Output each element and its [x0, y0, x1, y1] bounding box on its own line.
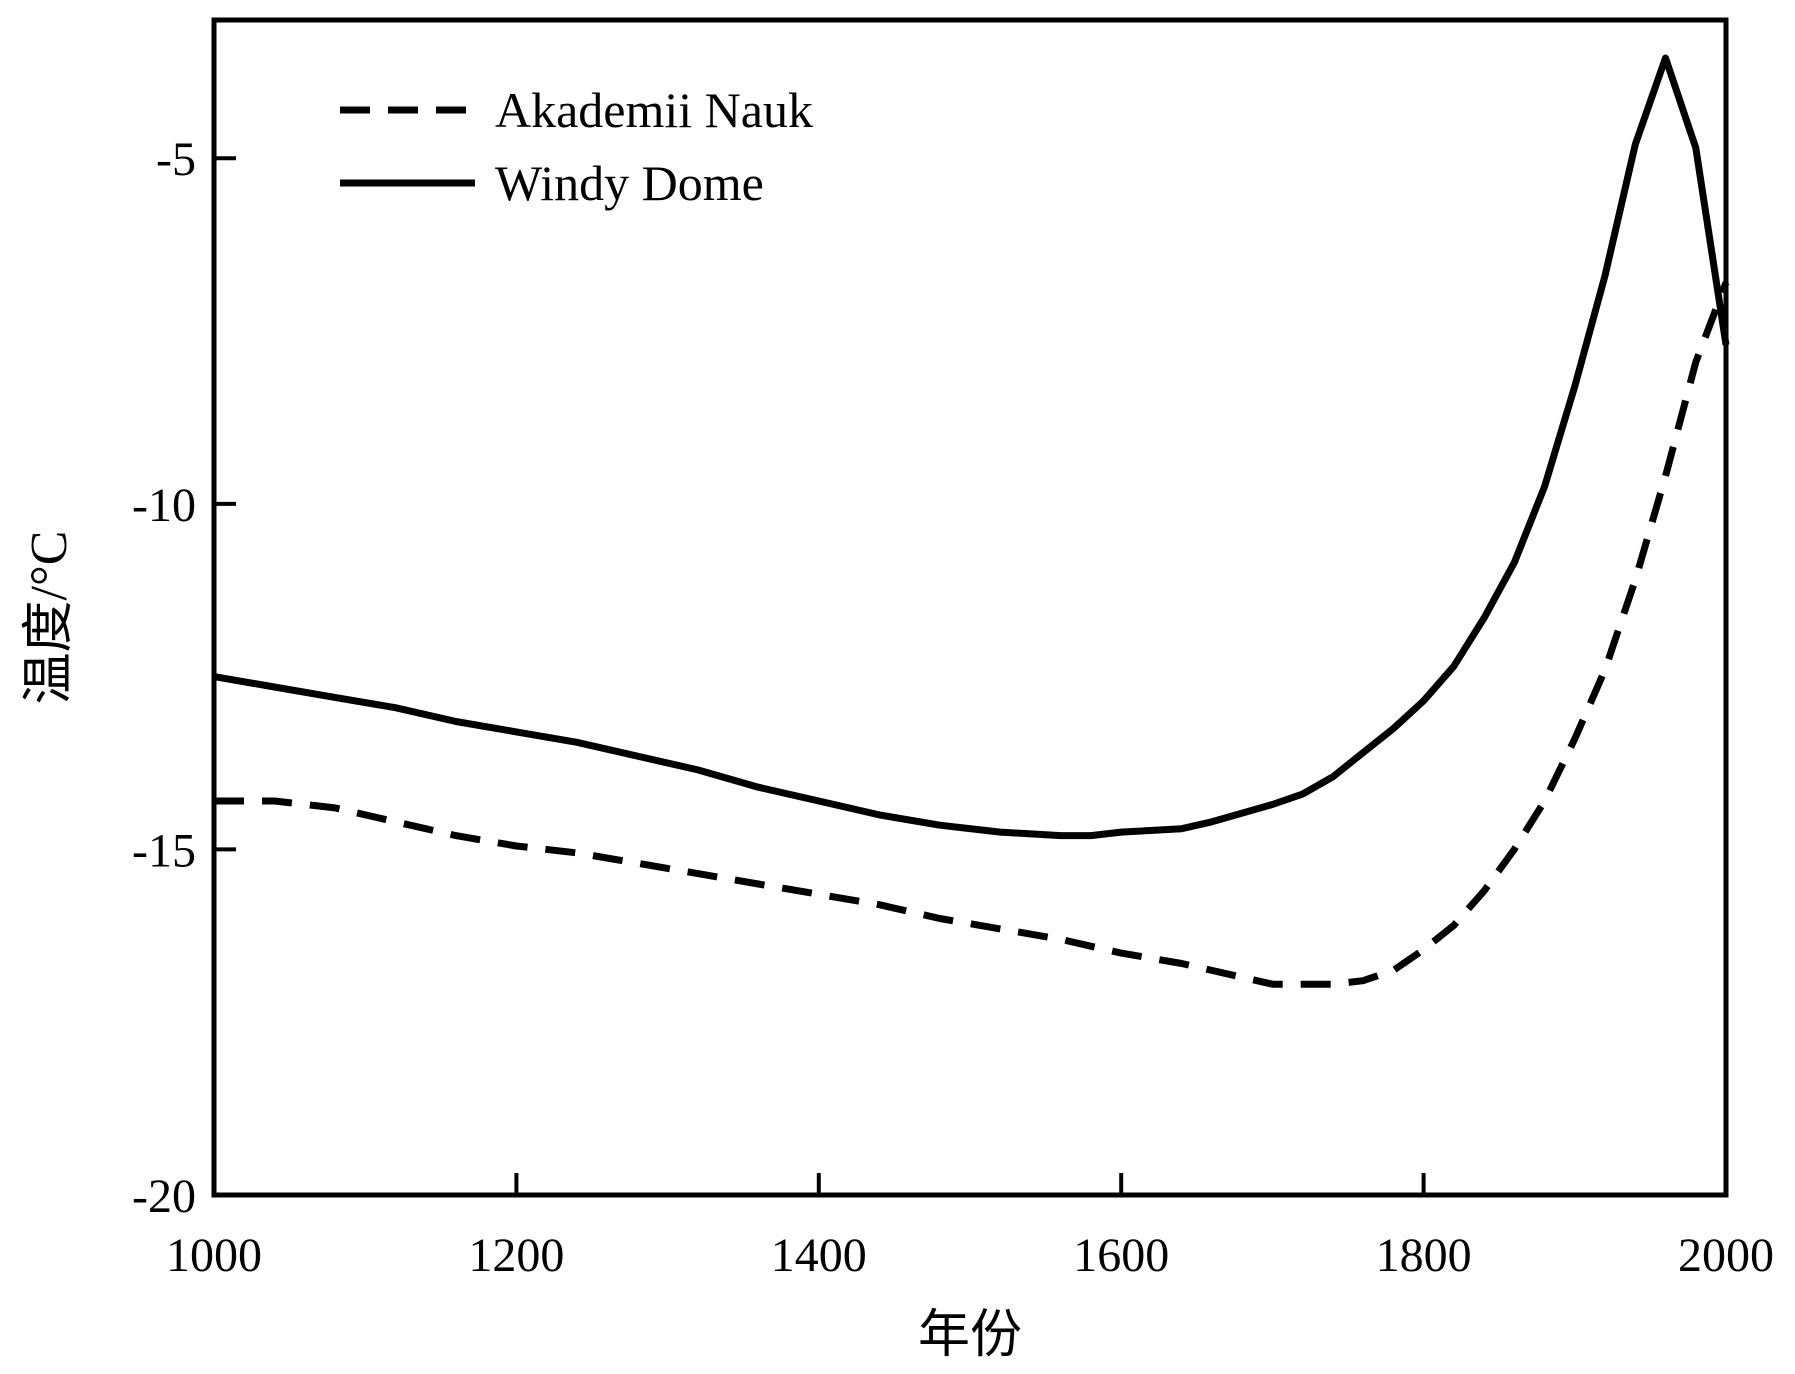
legend-label-windy-dome: Windy Dome: [495, 155, 764, 211]
x-tick-label: 1200: [468, 1229, 564, 1282]
x-axis-ticks: 1000 1200 1400 1600 1800 2000: [166, 1173, 1774, 1282]
y-tick-label: -5: [156, 133, 196, 186]
plot-frame: [211, 17, 1729, 1198]
y-axis-ticks: -20 -15 -10 -5: [132, 133, 236, 1223]
legend: Akademii Nauk Windy Dome: [340, 82, 813, 211]
x-axis-title: 年份: [918, 1307, 1022, 1364]
x-tick-label: 1800: [1376, 1229, 1472, 1282]
y-tick-label: -20: [132, 1170, 196, 1223]
x-tick-label: 1600: [1073, 1229, 1169, 1282]
series-layer: [213, 54, 1730, 988]
y-tick-label: -10: [132, 479, 196, 532]
series-line-windy-dome: [213, 54, 1730, 840]
legend-label-akademii-nauk: Akademii Nauk: [495, 82, 813, 138]
x-tick-label: 1400: [771, 1229, 867, 1282]
y-axis-title: 温度/°C: [21, 531, 78, 705]
series-line-akademii-nauk: [214, 281, 1730, 988]
x-tick-label: 2000: [1678, 1229, 1774, 1282]
y-tick-label: -15: [132, 824, 196, 877]
x-tick-label: 1000: [166, 1229, 262, 1282]
